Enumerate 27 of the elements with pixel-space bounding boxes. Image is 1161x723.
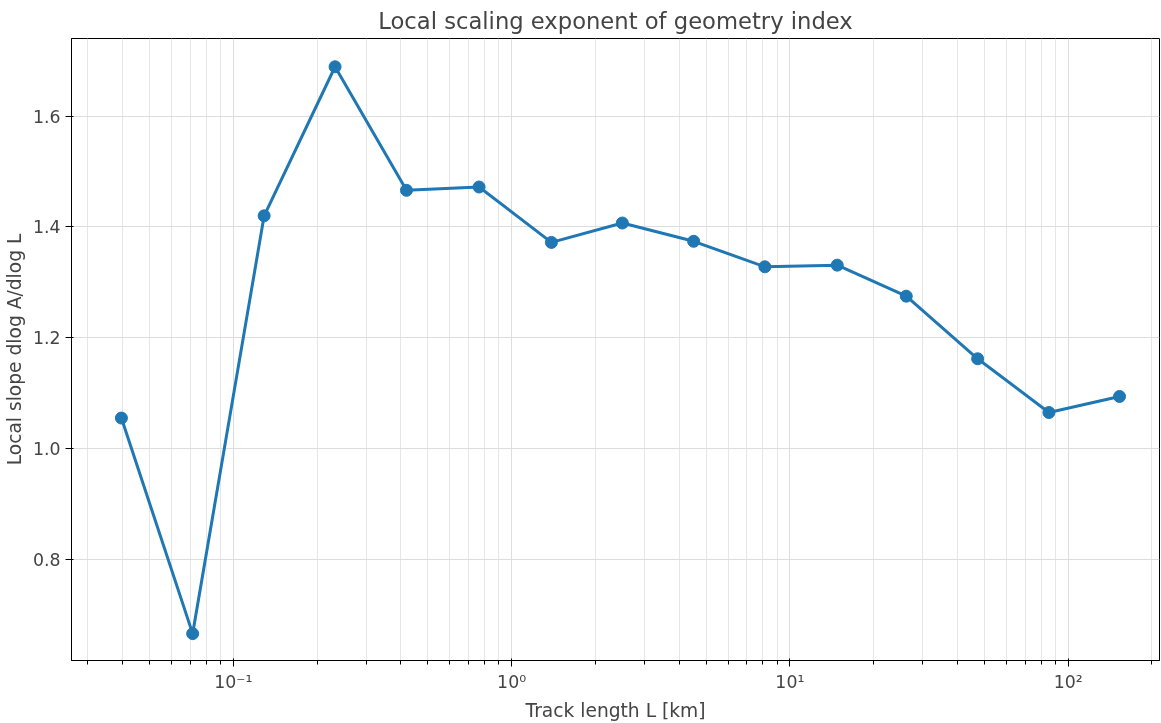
point: [899, 289, 913, 303]
point: [1113, 389, 1127, 403]
x-tick-label: 10¹: [775, 671, 805, 692]
point: [328, 60, 342, 74]
x-tick-label: 10⁻¹: [214, 671, 253, 692]
x-axis-title: Track length L [km]: [524, 699, 706, 721]
point: [830, 258, 844, 272]
point: [1042, 406, 1056, 420]
point: [971, 352, 985, 366]
y-tick-label: 1.4: [32, 217, 61, 238]
y-tick-label: 1.2: [32, 328, 61, 349]
chart-title: Local scaling exponent of geometry index: [378, 7, 853, 34]
y-axis-title: Local slope dlog A/dlog L: [3, 233, 25, 466]
point: [687, 234, 701, 248]
point: [615, 216, 629, 230]
y-tick-label: 1.6: [32, 106, 61, 127]
x-tick-label: 10²: [1053, 671, 1083, 692]
point: [758, 260, 772, 274]
point: [114, 411, 128, 425]
y-tick-label: 1.0: [32, 439, 61, 460]
point: [472, 180, 486, 194]
point: [186, 627, 200, 641]
y-tick-label: 0.8: [32, 549, 61, 570]
point: [257, 209, 271, 223]
point: [400, 183, 413, 197]
x-tick-label: 10⁰: [497, 671, 527, 692]
point: [544, 235, 558, 249]
